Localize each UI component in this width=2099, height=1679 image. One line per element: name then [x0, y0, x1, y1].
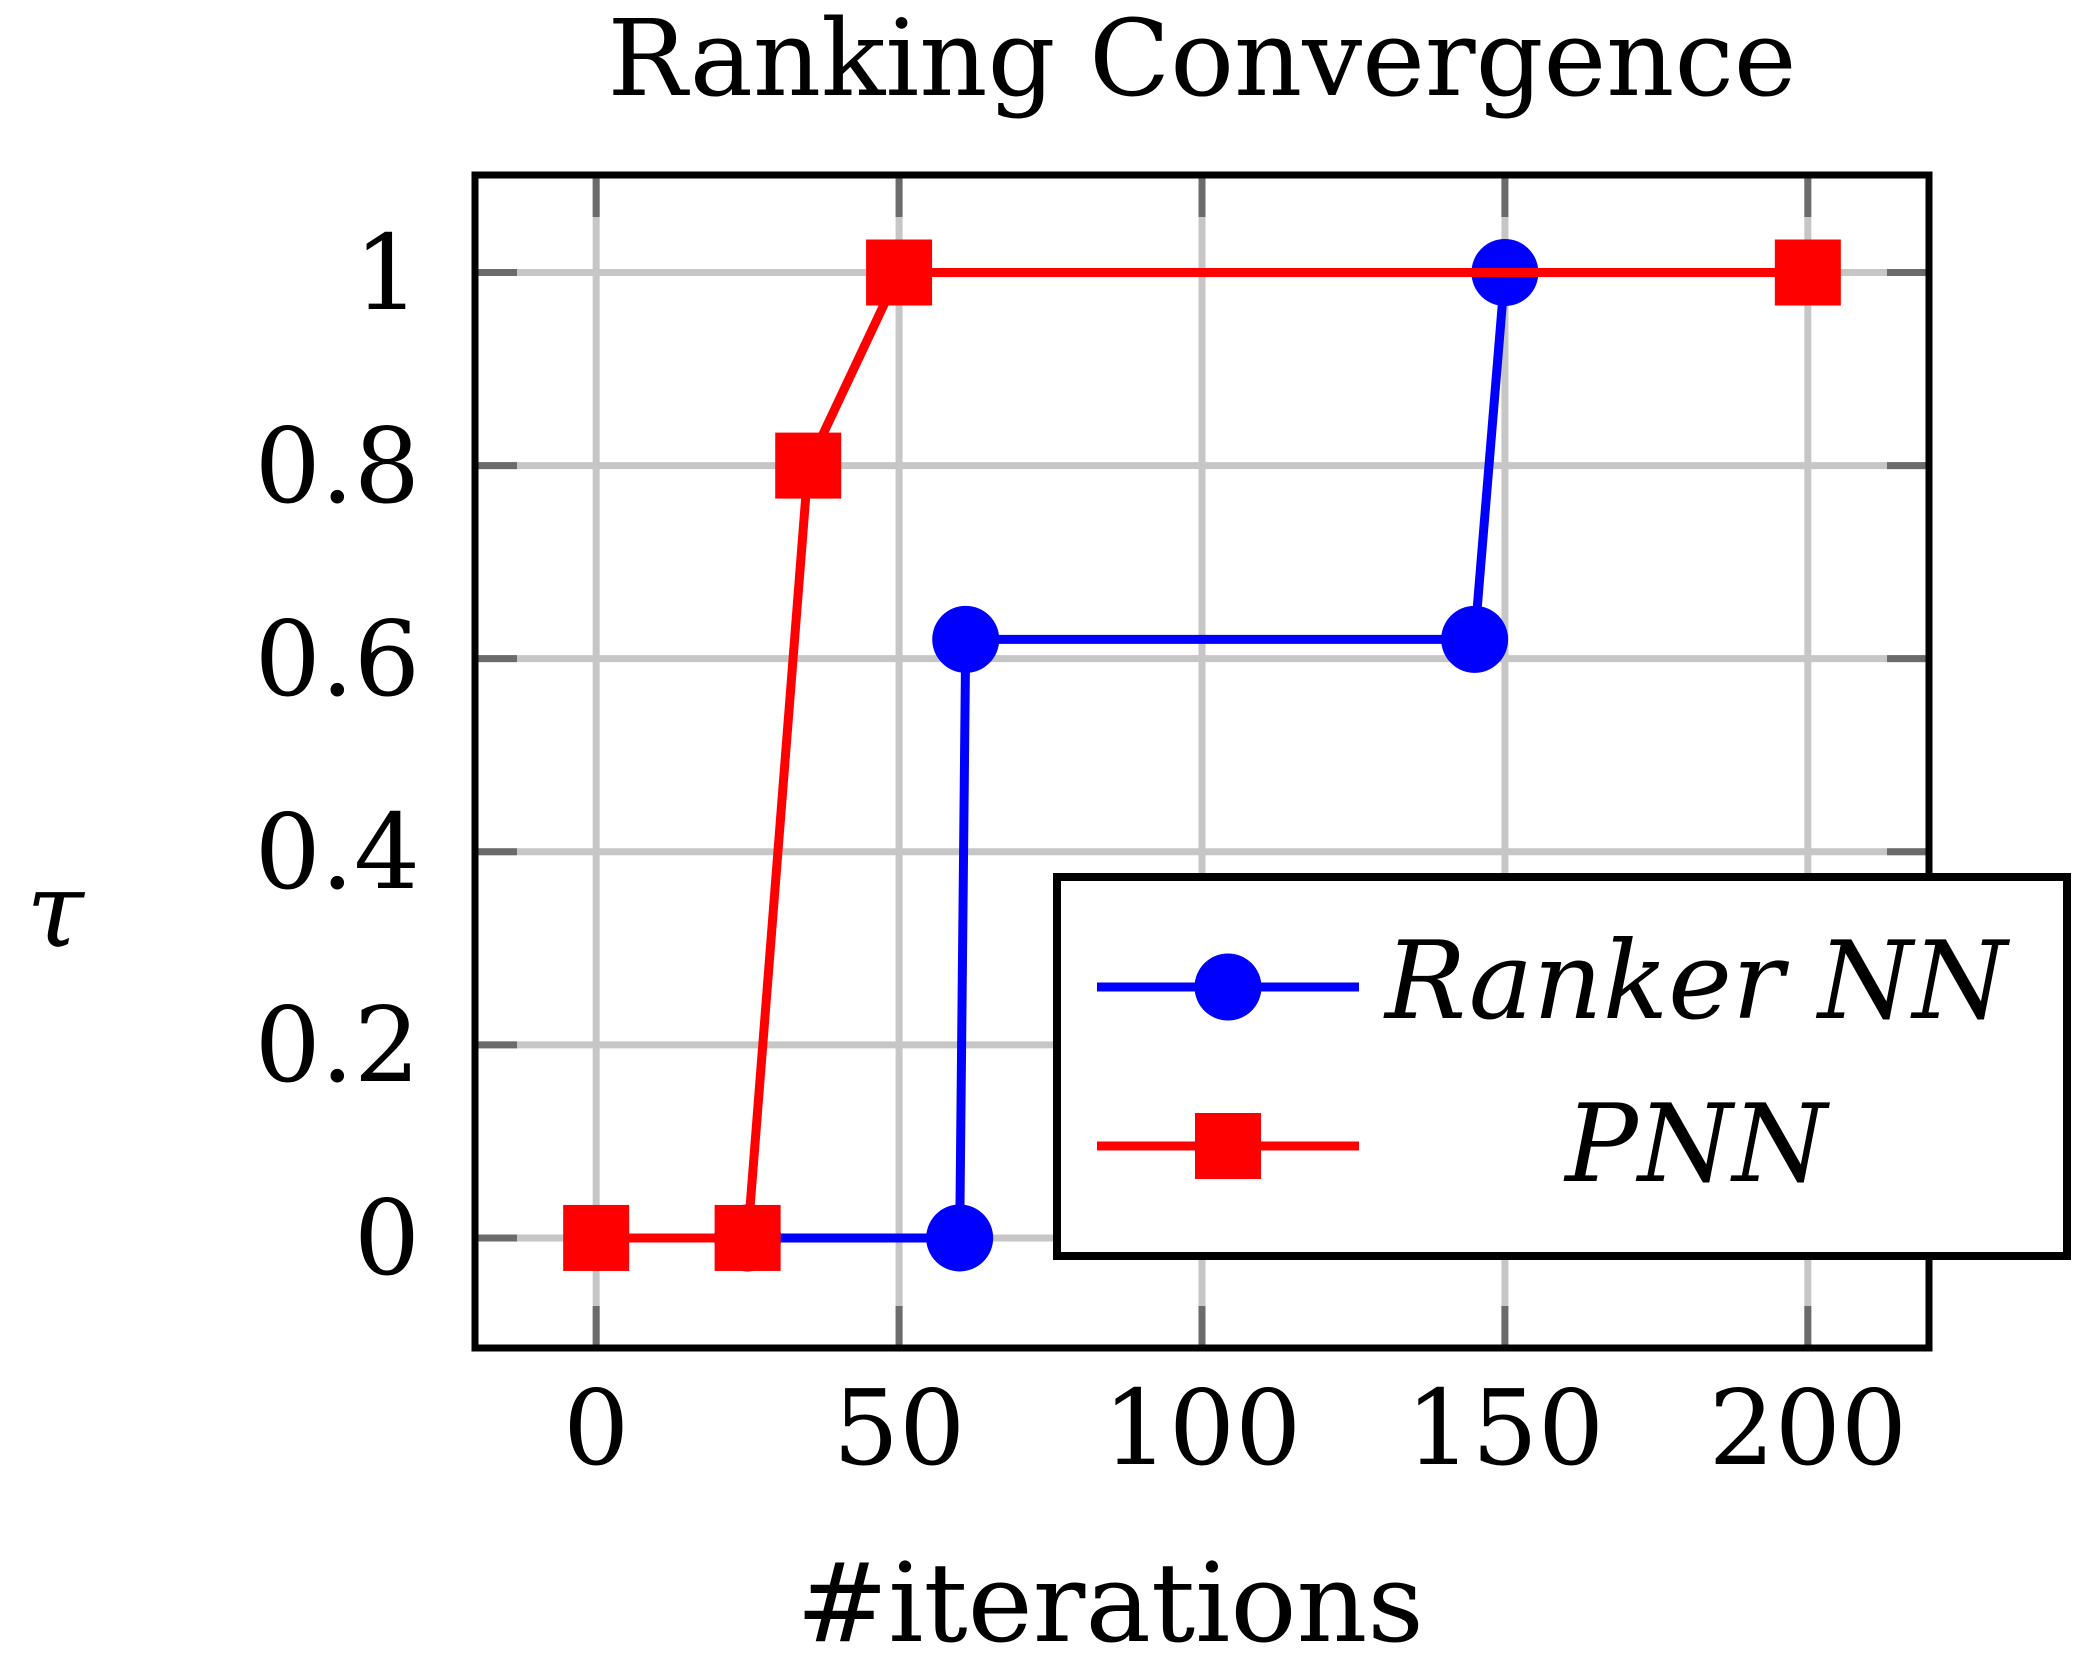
data-point-square	[563, 1204, 630, 1271]
legend-label-ranker-nn: Ranker NN	[1384, 919, 2008, 1044]
y-tick-label: 0.6	[254, 597, 420, 720]
data-point-square	[775, 432, 842, 499]
y-tick-label: 0	[353, 1176, 420, 1299]
pnn-legend-marker	[1097, 1113, 1359, 1179]
legend-label-pnn: PNN	[1565, 1082, 1827, 1207]
x-tick-label: 50	[832, 1367, 966, 1489]
chart-title: Ranking Convergence	[607, 0, 1797, 120]
data-point-circle	[926, 1204, 994, 1272]
y-tick-label: 1	[353, 211, 420, 334]
y-tick-label: 0.8	[254, 404, 420, 527]
x-tick-label: 100	[1102, 1367, 1302, 1489]
x-tick-label: 150	[1405, 1367, 1605, 1489]
data-point-circle	[932, 605, 1000, 673]
data-point-square	[866, 239, 933, 306]
plot-border	[471, 171, 1933, 1352]
y-axis-label: τ	[26, 849, 84, 971]
x-tick-label: 0	[563, 1367, 630, 1489]
data-point-square	[1774, 239, 1841, 306]
x-axis-label: #iterations	[796, 1539, 1424, 1667]
x-tick-label: 200	[1708, 1367, 1908, 1489]
y-tick-label: 0.2	[254, 983, 420, 1106]
legend-sample-marker	[1195, 1113, 1261, 1179]
legend: Ranker NN PNN	[1053, 873, 2071, 1260]
data-point-square	[714, 1204, 781, 1271]
ranker-nn-legend-marker	[1097, 953, 1359, 1021]
legend-sample-marker	[1194, 953, 1262, 1021]
y-tick-label: 0.4	[254, 790, 420, 913]
data-point-circle	[1441, 605, 1509, 673]
